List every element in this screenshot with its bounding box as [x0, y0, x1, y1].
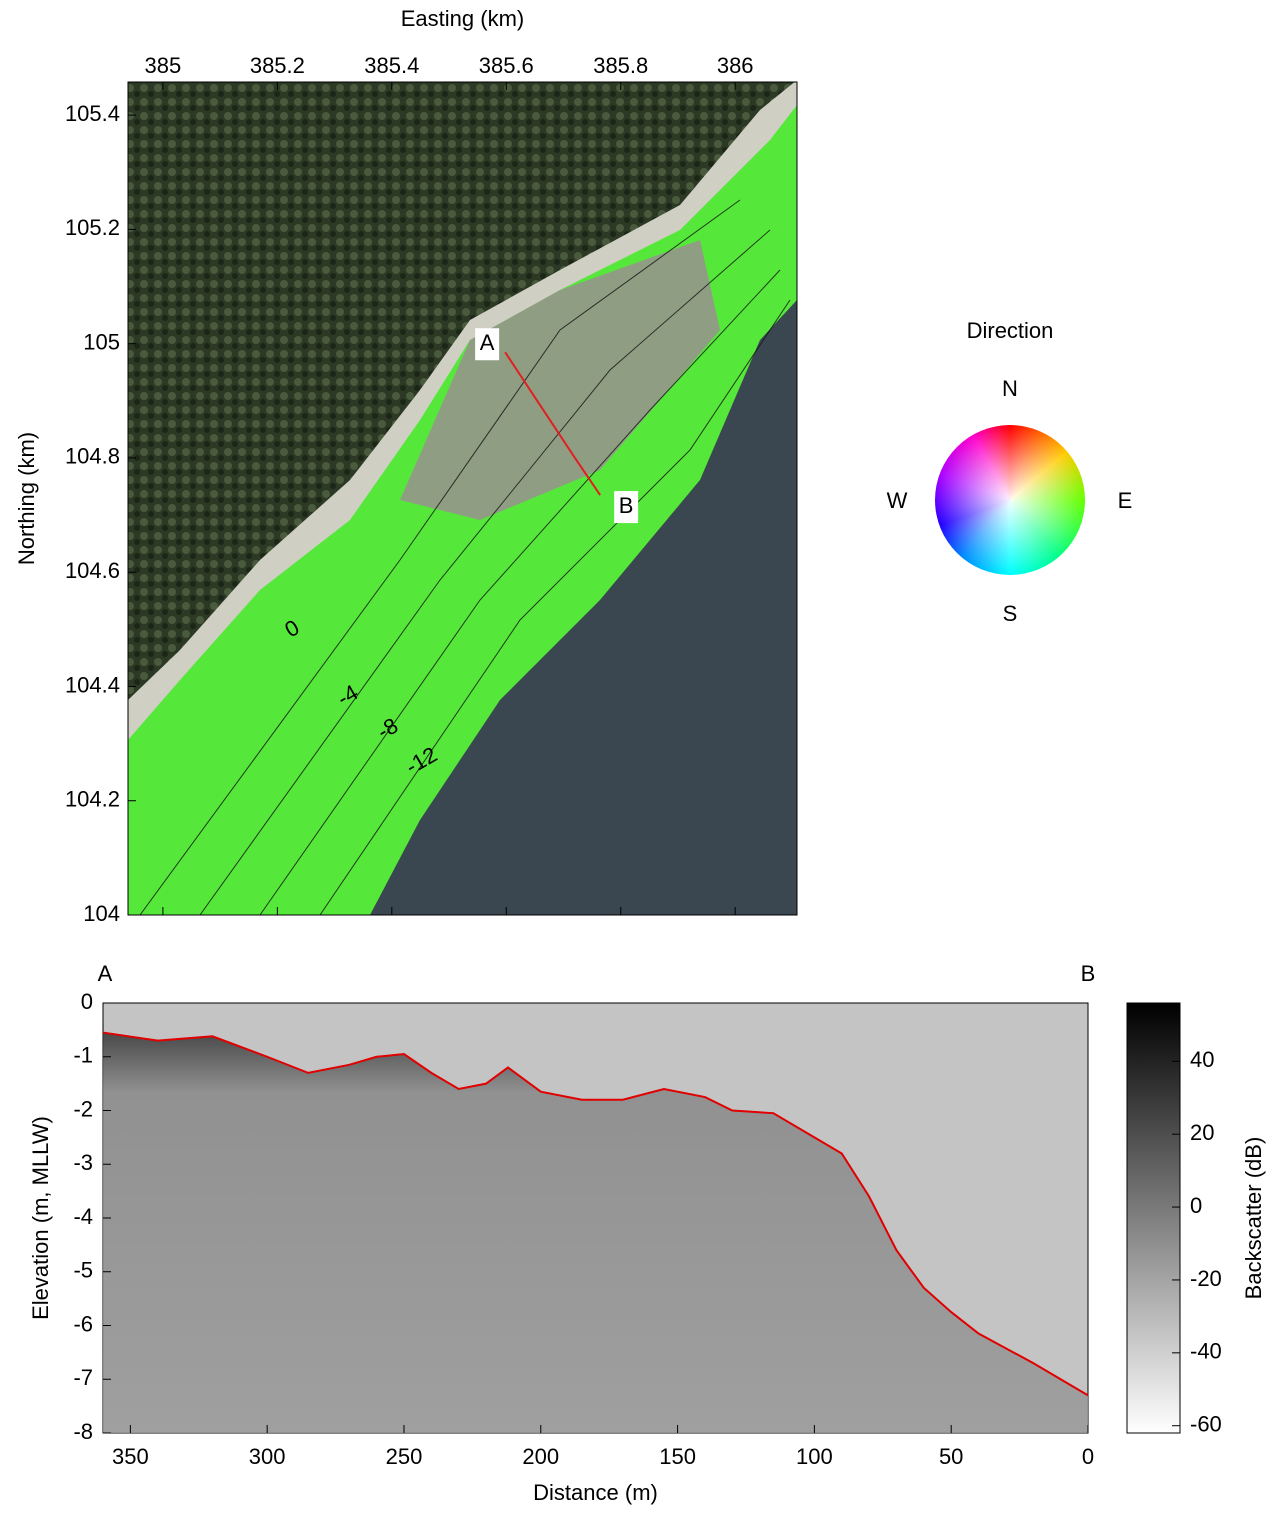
colorbar-tick-label: -60	[1190, 1412, 1222, 1437]
x-tick-label: 250	[386, 1444, 423, 1469]
end-label: B	[1081, 961, 1096, 986]
map-image	[128, 82, 797, 915]
end-label: A	[98, 961, 113, 986]
y-tick-label: 104.2	[65, 787, 120, 812]
x-tick-label: 385.6	[479, 53, 534, 78]
direction-label: W	[887, 488, 908, 513]
direction-label: S	[1003, 601, 1018, 626]
y-axis-title: Northing (km)	[14, 432, 39, 565]
y-tick-label: -1	[73, 1043, 93, 1068]
colorbar-tick-label: -20	[1190, 1266, 1222, 1291]
y-tick-label: -5	[73, 1258, 93, 1283]
x-axis-title: Easting (km)	[401, 6, 524, 31]
direction-wheel	[935, 425, 1085, 575]
transect-label-box	[475, 328, 500, 361]
y-tick-label: 0	[81, 989, 93, 1014]
y-tick-label: 104	[83, 901, 120, 926]
x-tick-label: 100	[796, 1444, 833, 1469]
legend-title: Direction	[967, 318, 1054, 343]
x-axis-title: Distance (m)	[533, 1480, 658, 1505]
transect-line	[504, 351, 601, 496]
transect-label-box	[614, 491, 639, 524]
y-tick-label: 105.4	[65, 101, 120, 126]
x-tick-label: 385.4	[364, 53, 419, 78]
x-tick-label: 50	[939, 1444, 963, 1469]
colorbar-tick-label: 0	[1190, 1193, 1202, 1218]
direction-label: E	[1118, 488, 1133, 513]
x-tick-label: 300	[249, 1444, 286, 1469]
y-tick-label: 104.4	[65, 672, 120, 697]
y-tick-label: -4	[73, 1204, 93, 1229]
x-tick-label: 0	[1082, 1444, 1094, 1469]
seabed-line	[102, 1031, 1089, 1397]
y-tick-label: -6	[73, 1311, 93, 1336]
x-tick-label: 385.2	[250, 53, 305, 78]
direction-label: N	[1002, 376, 1018, 401]
y-axis-title: Elevation (m, MLLW)	[28, 1116, 53, 1320]
y-tick-label: -8	[73, 1419, 93, 1444]
x-tick-label: 200	[522, 1444, 559, 1469]
y-tick-label: -3	[73, 1150, 93, 1175]
x-tick-label: 385.8	[593, 53, 648, 78]
transect-label: A	[480, 330, 495, 355]
colorbar-title: Backscatter (dB)	[1241, 1137, 1266, 1300]
colorbar-tick-label: 40	[1190, 1047, 1214, 1072]
y-tick-label: -7	[73, 1365, 93, 1390]
colorbar-tick-label: 20	[1190, 1120, 1214, 1145]
subbottom-shading	[103, 1032, 1088, 1433]
colorbar	[1126, 1002, 1181, 1434]
y-tick-label: -2	[73, 1096, 93, 1121]
x-tick-label: 150	[659, 1444, 696, 1469]
x-tick-label: 386	[717, 53, 754, 78]
map-frame	[127, 81, 798, 916]
colorbar-tick-label: -40	[1190, 1339, 1222, 1364]
x-tick-label: 350	[112, 1444, 149, 1469]
y-tick-label: 105.2	[65, 215, 120, 240]
x-tick-label: 385	[145, 53, 182, 78]
y-tick-label: 104.6	[65, 558, 120, 583]
y-tick-label: 105	[83, 329, 120, 354]
profile-image	[103, 1032, 1088, 1433]
transect-label: B	[619, 493, 634, 518]
y-tick-label: 104.8	[65, 444, 120, 469]
